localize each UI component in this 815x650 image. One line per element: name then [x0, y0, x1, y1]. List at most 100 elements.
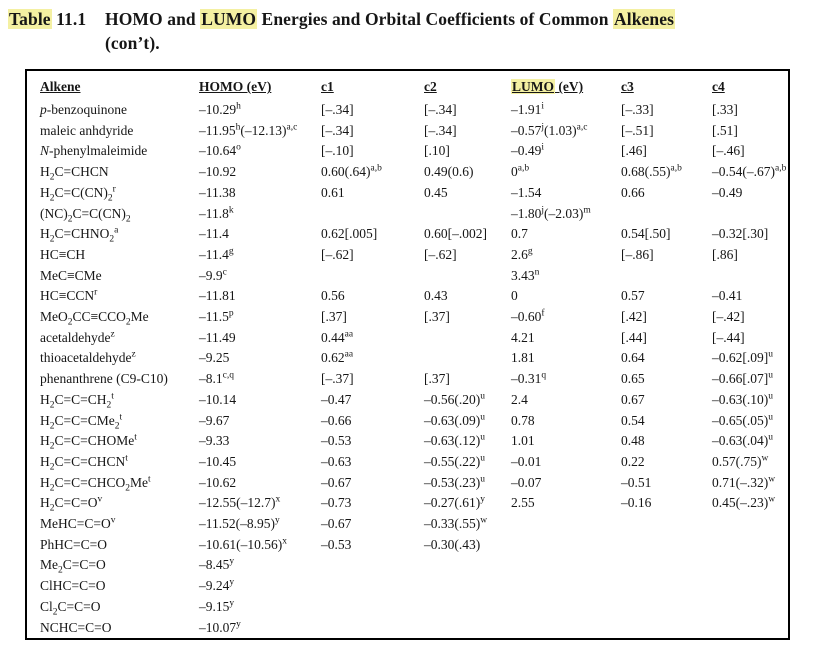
alkene-name-cell: Me2C=C=O: [40, 557, 106, 577]
value-cell: 0.64: [621, 350, 645, 366]
alkene-name-cell: Cl2C=C=O: [40, 598, 101, 618]
value-cell: –0.62[.09]u: [712, 349, 773, 366]
table-row: H2C=C=Ov –12.55(–12.7)x –0.73 –0.27(.61)y 2.…: [27, 493, 788, 514]
value-cell: –0.63(.09)u: [424, 412, 485, 428]
value-cell: –0.63: [321, 453, 352, 469]
value-cell: –10.62: [199, 474, 237, 490]
column-header: HOMO (eV): [199, 79, 272, 95]
value-cell: 0.62aa: [321, 349, 354, 366]
table-row: MeHC=C=Ov –11.52(–8.95)y –0.67 –0.33(.55)w: [27, 514, 788, 535]
alkene-name-cell: ClHC=C=O: [40, 578, 106, 594]
alkene-name-cell: H2C=C(CN)2r: [40, 184, 116, 204]
value-cell: –0.66: [321, 412, 352, 428]
table-row: MeO2CC≡CCO2Me –11.5p [.37] [.37] –0.60f [.42]…: [27, 307, 788, 328]
value-cell: –0.60f: [511, 308, 545, 325]
table-row: H2C=C=CHCO2Met –10.62 –0.67 –0.53(.23)u –0.0…: [27, 473, 788, 494]
value-cell: [.37]: [424, 309, 450, 325]
value-cell: –0.49: [712, 184, 743, 200]
alkene-name-cell: NCHC=C=O: [40, 619, 112, 635]
alkene-name-cell: H2C=CHNO2a: [40, 225, 119, 245]
value-cell: –10.92: [199, 164, 237, 180]
table-row: N-phenylmaleimide –10.64o [–.10] [.10] –0.49…: [27, 141, 788, 162]
value-cell: –8.1c,q: [199, 370, 234, 387]
value-cell: [424, 266, 511, 287]
value-cell: [424, 576, 511, 597]
value-cell: 0: [511, 288, 518, 304]
value-cell: [–.62]: [321, 246, 354, 262]
value-cell: [–.34]: [424, 102, 457, 117]
table-row: Cl2C=C=O –9.15y: [27, 597, 788, 618]
value-cell: [321, 555, 424, 576]
value-cell: [712, 555, 788, 576]
value-cell: –0.63(.10)u: [712, 391, 773, 407]
value-cell: 0.54: [621, 412, 645, 428]
value-cell: 0.44aa: [321, 329, 354, 345]
value-cell: –11.49: [199, 329, 236, 345]
alkene-name-cell: p-benzoquinone: [40, 102, 127, 117]
alkene-name-cell: phenanthrene (C9-C10): [40, 371, 168, 387]
value-cell: –11.4: [199, 226, 229, 242]
table-row: thioacetaldehydez –9.25 0.62aa 1.81 0.64 –0.6…: [27, 348, 788, 369]
table-row: ClHC=C=O –9.24y: [27, 576, 788, 597]
value-cell: –0.56(.20)u: [424, 391, 485, 407]
value-cell: [712, 576, 788, 597]
value-cell: [621, 266, 712, 287]
alkene-name-cell: H2C=C=CMe2t: [40, 412, 123, 432]
value-cell: –0.07: [511, 474, 542, 490]
value-cell: [621, 204, 712, 225]
value-cell: 0.66: [621, 184, 645, 200]
value-cell: 0.22: [621, 453, 645, 469]
value-cell: –10.14: [199, 391, 237, 407]
table-row: H2C=CHNO2a –11.4 0.62[.005] 0.60[–.002] 0.7 0…: [27, 224, 788, 245]
value-cell: [–.51]: [621, 122, 654, 138]
value-cell: –0.32[.30]: [712, 226, 769, 242]
column-header: c1: [321, 79, 334, 95]
value-cell: [621, 618, 712, 639]
table-row: p-benzoquinone –10.29h [–.34] [–.34] –1.91i […: [27, 100, 788, 121]
value-cell: –10.29h: [199, 101, 241, 117]
value-cell: 4.21: [511, 329, 535, 345]
caption-text: HOMO and LUMO Energies and Orbital Coeff…: [105, 7, 676, 55]
value-cell: [621, 555, 712, 576]
value-cell: [–.33]: [621, 102, 654, 117]
value-cell: [621, 535, 712, 556]
value-cell: –1.54: [511, 184, 542, 200]
value-cell: –11.4g: [199, 246, 234, 262]
value-cell: [–.10]: [321, 143, 354, 159]
value-cell: 0.57(.75)w: [712, 453, 769, 469]
table-row: (NC)2C=C(CN)2 –11.8k –1.80j(–2.03)m: [27, 204, 788, 225]
table-row: HC≡CCNr –11.81 0.56 0.43 0 0.57 –0.41: [27, 286, 788, 307]
alkene-name-cell: PhHC=C=O: [40, 536, 107, 552]
value-cell: –11.5p: [199, 308, 234, 325]
value-cell: 0.43: [424, 288, 448, 304]
table-row: H2C=C(CN)2r –11.38 0.61 0.45 –1.54 0.66 –0.49: [27, 183, 788, 204]
value-cell: [.10]: [424, 143, 450, 159]
column-header: c3: [621, 79, 634, 95]
value-cell: –0.54(–.67)a,b: [712, 163, 787, 180]
value-cell: –10.61(–10.56)x: [199, 536, 287, 552]
value-cell: 0.57: [621, 288, 645, 304]
table-row: PhHC=C=O –10.61(–10.56)x –0.53 –0.30(.43): [27, 535, 788, 556]
value-cell: 0.56: [321, 288, 345, 304]
value-cell: [712, 618, 788, 639]
alkene-name-cell: MeO2CC≡CCO2Me: [40, 309, 149, 328]
value-cell: –0.53(.23)u: [424, 474, 485, 490]
value-cell: [321, 618, 424, 639]
highlighted-word-alkenes: Alkenes: [613, 9, 676, 29]
table-caption: Table 11.1 HOMO and LUMO Energies and Or…: [8, 7, 676, 55]
column-header: Alkene: [40, 79, 81, 95]
value-cell: [424, 555, 511, 576]
value-cell: –0.53: [321, 536, 352, 552]
caption-segment: Energies and Orbital Coefficients of Com…: [257, 9, 614, 29]
value-cell: –11.52(–8.95)y: [199, 515, 280, 532]
value-cell: –0.73: [321, 495, 352, 511]
alkene-name-cell: N-phenylmaleimide: [40, 143, 148, 159]
value-cell: 2.6g: [511, 246, 533, 262]
value-cell: [424, 204, 511, 225]
value-cell: –0.53: [321, 433, 352, 449]
value-cell: –0.33(.55)w: [424, 515, 488, 532]
alkene-name-cell: HC≡CCNr: [40, 287, 98, 304]
value-cell: 2.4: [511, 391, 528, 407]
value-cell: [.46]: [621, 143, 647, 159]
value-cell: [511, 597, 621, 618]
